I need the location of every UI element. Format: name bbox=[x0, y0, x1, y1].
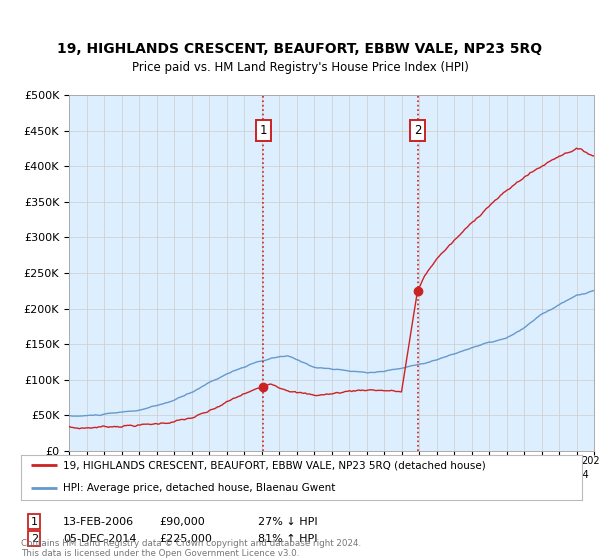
Text: 05-DEC-2014: 05-DEC-2014 bbox=[63, 534, 137, 544]
Text: 81% ↑ HPI: 81% ↑ HPI bbox=[258, 534, 317, 544]
Text: Price paid vs. HM Land Registry's House Price Index (HPI): Price paid vs. HM Land Registry's House … bbox=[131, 61, 469, 74]
Text: 1: 1 bbox=[31, 517, 38, 527]
Text: 2: 2 bbox=[31, 534, 38, 544]
Text: 2: 2 bbox=[414, 124, 421, 137]
Text: 19, HIGHLANDS CRESCENT, BEAUFORT, EBBW VALE, NP23 5RQ (detached house): 19, HIGHLANDS CRESCENT, BEAUFORT, EBBW V… bbox=[63, 460, 486, 470]
Text: HPI: Average price, detached house, Blaenau Gwent: HPI: Average price, detached house, Blae… bbox=[63, 483, 335, 493]
Text: 19, HIGHLANDS CRESCENT, BEAUFORT, EBBW VALE, NP23 5RQ: 19, HIGHLANDS CRESCENT, BEAUFORT, EBBW V… bbox=[58, 42, 542, 56]
Text: 1: 1 bbox=[260, 124, 267, 137]
Text: Contains HM Land Registry data © Crown copyright and database right 2024.
This d: Contains HM Land Registry data © Crown c… bbox=[21, 539, 361, 558]
Text: 27% ↓ HPI: 27% ↓ HPI bbox=[258, 517, 317, 527]
Text: £90,000: £90,000 bbox=[159, 517, 205, 527]
Text: £225,000: £225,000 bbox=[159, 534, 212, 544]
Text: 13-FEB-2006: 13-FEB-2006 bbox=[63, 517, 134, 527]
